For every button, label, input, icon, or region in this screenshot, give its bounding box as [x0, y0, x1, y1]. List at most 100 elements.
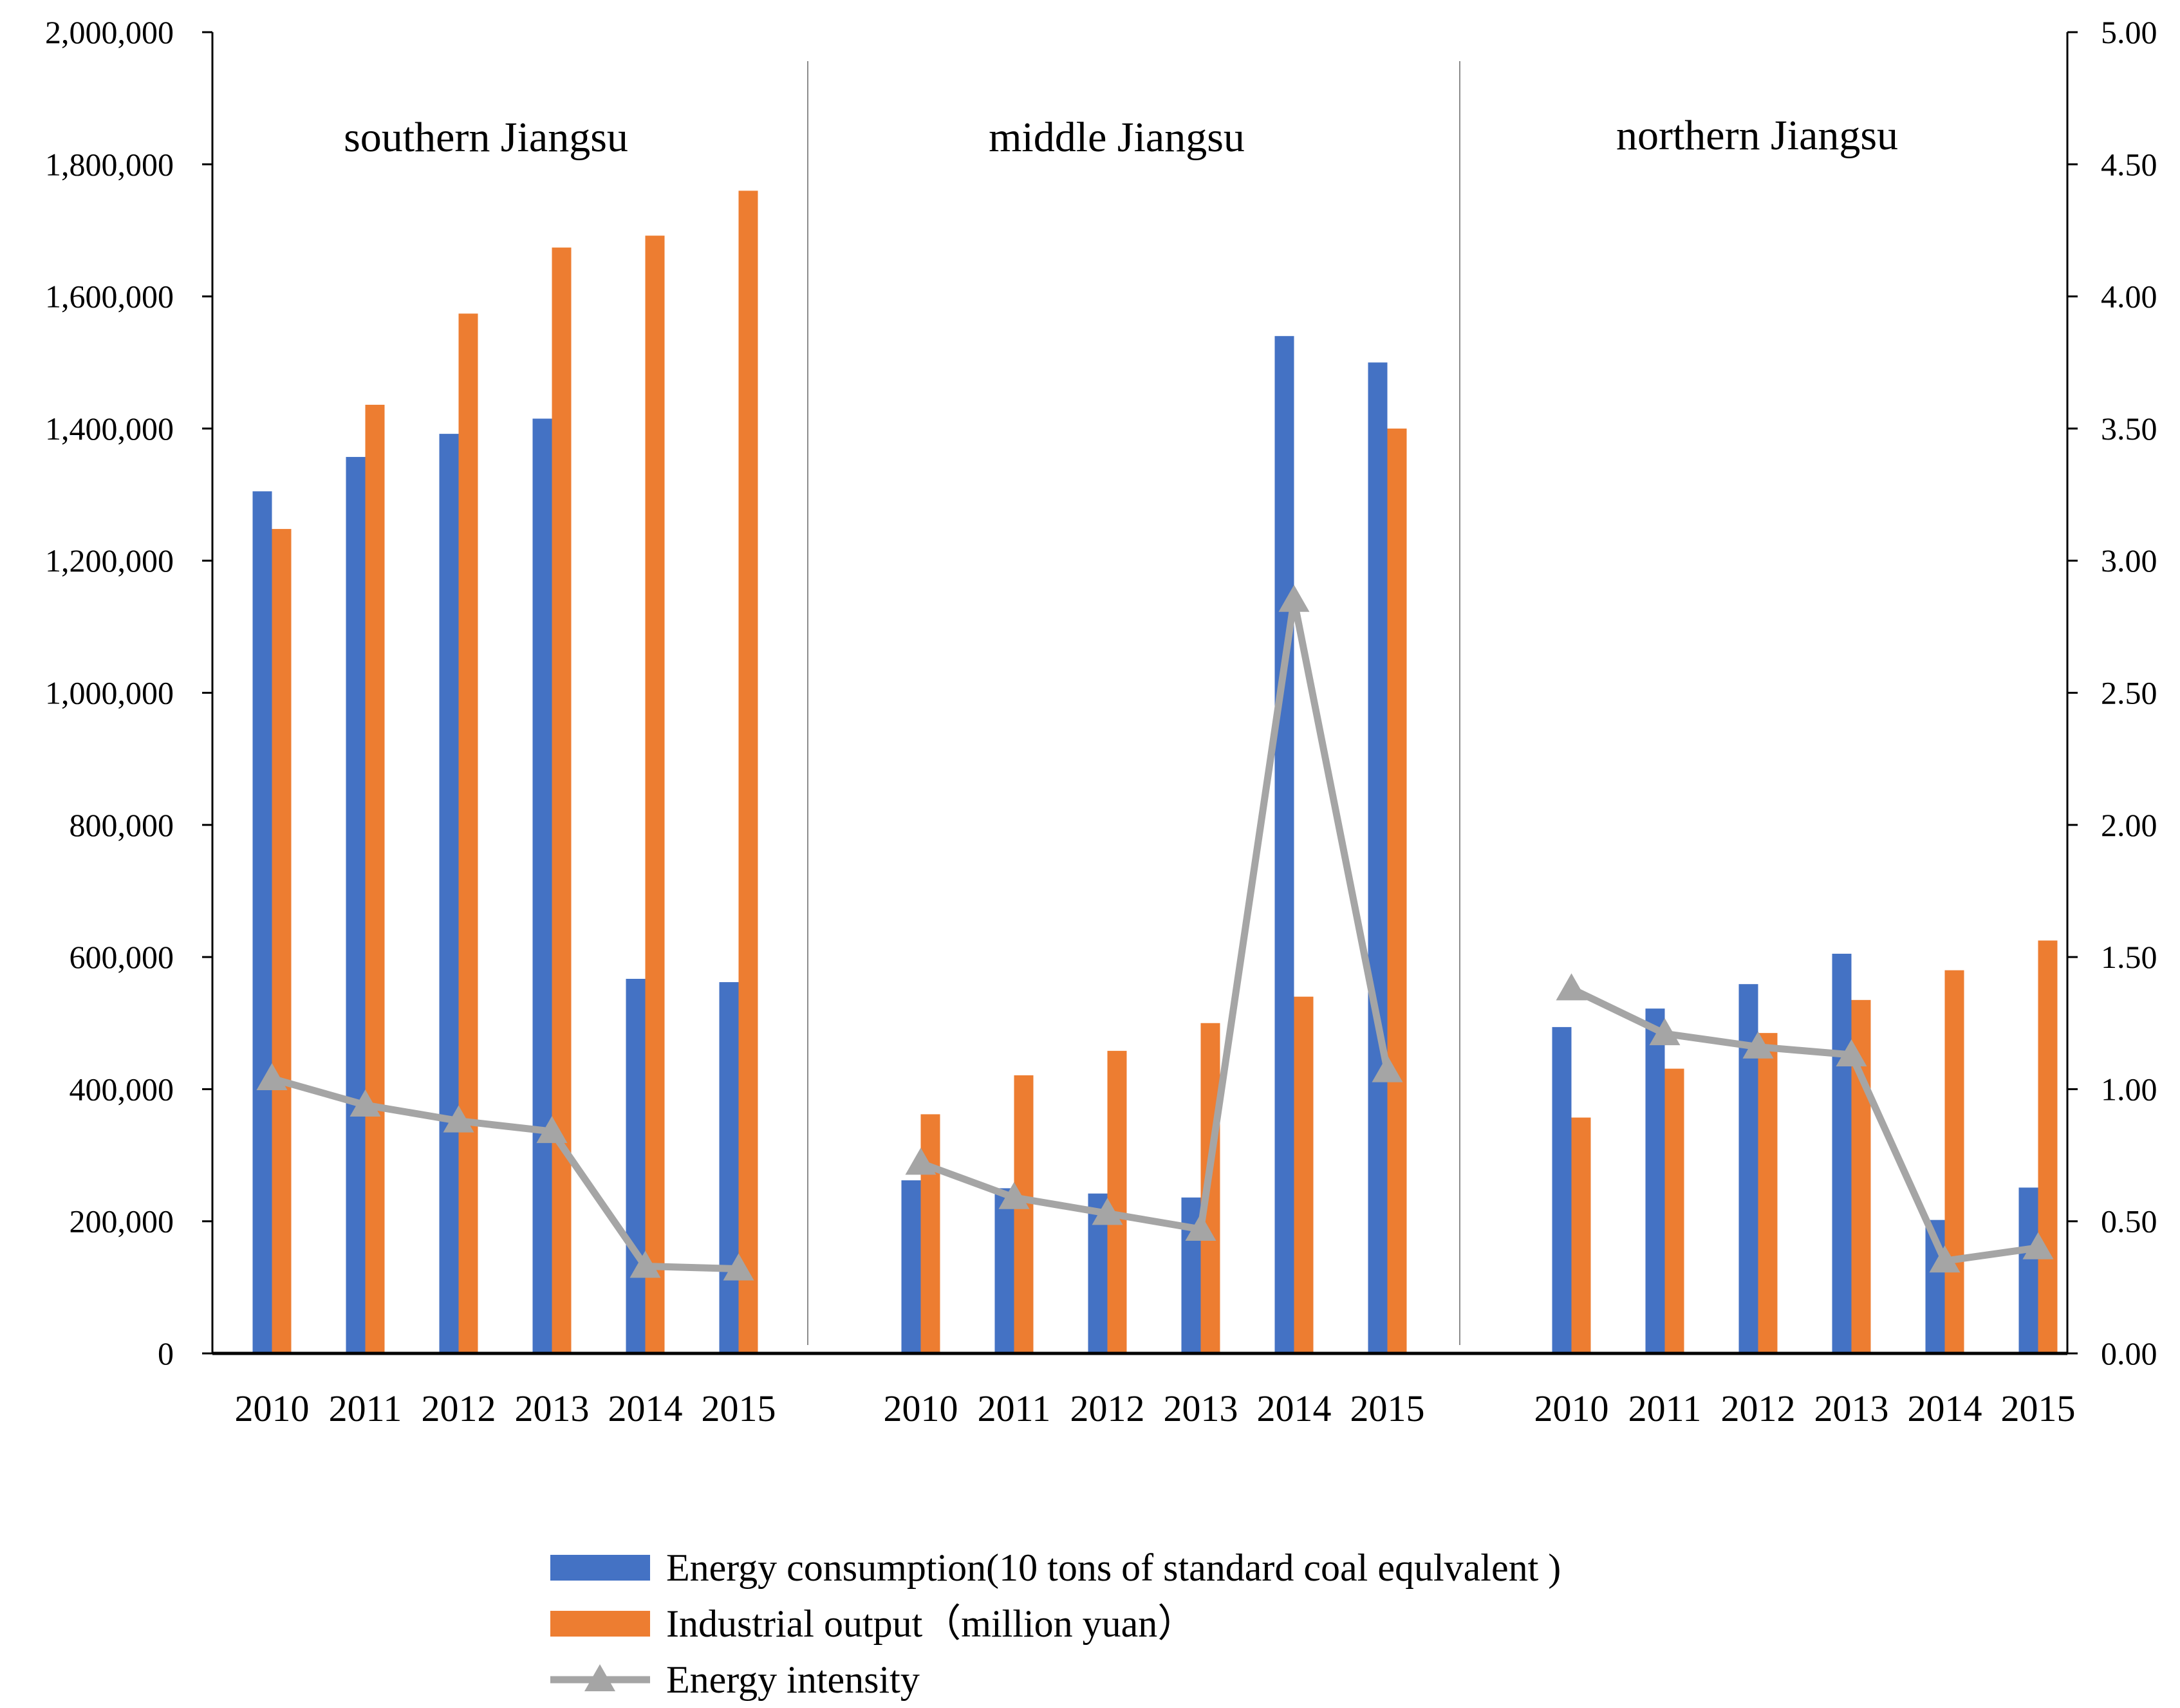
- y2-tick-label: 2.00: [2101, 807, 2157, 843]
- x-tick-label: 2010: [235, 1388, 310, 1429]
- x-tick-label: 2013: [515, 1388, 590, 1429]
- energy-intensity-marker: [629, 1250, 661, 1278]
- region-label: northern Jiangsu: [1616, 112, 1898, 159]
- energy-consumption-bar: [719, 982, 739, 1353]
- industrial-output-bar: [272, 528, 292, 1353]
- x-tick-label: 2010: [1534, 1388, 1609, 1429]
- region-label: southern Jiangsu: [344, 114, 628, 161]
- y2-tick-label: 4.50: [2101, 146, 2157, 182]
- energy-consumption-bar: [994, 1188, 1014, 1353]
- energy-intensity-marker: [1742, 1031, 1774, 1059]
- energy-consumption-bar: [1368, 362, 1388, 1353]
- energy-consumption-bar: [532, 418, 552, 1354]
- region-label: middle Jiangsu: [989, 114, 1245, 161]
- x-tick-label: 2015: [2001, 1388, 2076, 1429]
- x-tick-label: 2010: [884, 1388, 958, 1429]
- legend-layer: Energy consumption(10 tons of standard c…: [550, 1546, 1561, 1701]
- y2-tick-label: 3.00: [2101, 543, 2157, 579]
- x-tick-label: 2014: [608, 1388, 683, 1429]
- energy-consumption-bar: [626, 978, 646, 1353]
- x-tick-label: 2011: [1628, 1388, 1702, 1429]
- y2-tick-label: 3.50: [2101, 411, 2157, 447]
- y-tick-label: 1,200,000: [45, 543, 174, 579]
- y-tick-label: 1,600,000: [45, 279, 174, 315]
- energy-intensity-marker: [1092, 1198, 1123, 1225]
- x-tick-label: 2011: [329, 1388, 402, 1429]
- legend-label: Industrial output（million yuan）: [666, 1602, 1196, 1645]
- industrial-output-bar: [1664, 1068, 1684, 1353]
- industrial-output-bar: [552, 247, 572, 1353]
- y2-tick-label: 0.00: [2101, 1335, 2157, 1371]
- industrial-output-bar: [738, 190, 758, 1353]
- x-tick-label: 2012: [1070, 1388, 1145, 1429]
- energy-intensity-marker: [723, 1253, 754, 1281]
- y2-tick-label: 4.00: [2101, 279, 2157, 315]
- energy-intensity-line: [1570, 985, 2039, 1265]
- y-tick-label: 2,000,000: [45, 14, 174, 50]
- axes-layer: [202, 31, 2078, 1355]
- energy-intensity-marker: [256, 1063, 288, 1090]
- energy-intensity-marker: [1649, 1018, 1681, 1046]
- industrial-output-bar: [458, 313, 478, 1353]
- x-tick-label: 2011: [978, 1388, 1051, 1429]
- y-tick-label: 400,000: [70, 1071, 174, 1107]
- industrial-output-bar: [1294, 996, 1314, 1353]
- x-tick-label: 2014: [1908, 1388, 1982, 1429]
- energy-intensity-marker: [536, 1116, 568, 1144]
- industrial-output-bar: [1944, 970, 1964, 1353]
- y-tick-label: 1,800,000: [45, 146, 174, 182]
- y2-tick-label: 1.50: [2101, 939, 2157, 975]
- x-tick-label: 2015: [1350, 1388, 1425, 1429]
- industrial-output-bar: [920, 1114, 940, 1353]
- y2-tick-label: 0.50: [2101, 1203, 2157, 1239]
- energy-intensity-marker: [1278, 584, 1310, 612]
- energy-intensity-marker: [1929, 1245, 1961, 1273]
- energy-intensity-marker: [349, 1090, 381, 1117]
- energy-consumption-bar: [1274, 336, 1294, 1354]
- y-tick-label: 600,000: [70, 939, 174, 975]
- legend-swatch-marker: [584, 1664, 615, 1691]
- energy-consumption-bar: [346, 457, 366, 1353]
- energy-intensity-marker: [998, 1182, 1030, 1209]
- industrial-output-bar: [2038, 940, 2058, 1353]
- industrial-output-bar: [1758, 1033, 1778, 1353]
- legend-swatch-energy_consumption: [550, 1555, 650, 1581]
- bars-layer: [252, 190, 2058, 1354]
- y2-tick-label: 1.00: [2101, 1071, 2157, 1107]
- industrial-output-bar: [1387, 428, 1407, 1353]
- y2-tick-label: 5.00: [2101, 14, 2157, 50]
- energy-consumption-bar: [1552, 1026, 1572, 1353]
- legend-label: Energy intensity: [666, 1658, 920, 1701]
- energy-intensity-marker: [443, 1105, 474, 1133]
- x-tick-label: 2013: [1814, 1388, 1889, 1429]
- y-tick-label: 0: [158, 1335, 174, 1371]
- y-tick-label: 1,000,000: [45, 675, 174, 711]
- labels-layer: 0 200,000 400,000 600,000 800,000 1,000,000 1,…: [45, 14, 2157, 1429]
- energy-intensity-marker: [2022, 1232, 2054, 1259]
- energy-consumption-bar: [2018, 1187, 2038, 1353]
- industrial-output-bar: [645, 236, 665, 1353]
- y-tick-label: 200,000: [70, 1203, 174, 1239]
- energy-consumption-bar: [1832, 953, 1852, 1353]
- energy-intensity-marker: [1185, 1214, 1216, 1241]
- legend-label: Energy consumption(10 tons of standard c…: [666, 1546, 1561, 1589]
- y-tick-label: 1,400,000: [45, 411, 174, 447]
- y-tick-label: 800,000: [70, 807, 174, 843]
- energy-intensity-line: [271, 1075, 739, 1273]
- x-tick-label: 2013: [1164, 1388, 1238, 1429]
- y2-tick-label: 2.50: [2101, 675, 2157, 711]
- x-tick-label: 2014: [1257, 1388, 1332, 1429]
- grid-layer: [807, 61, 1460, 1345]
- energy-consumption-bar: [901, 1180, 921, 1353]
- legend-swatch-industrial_output: [550, 1611, 650, 1637]
- energy-intensity-line: [919, 597, 1391, 1233]
- energy-intensity-marker: [1556, 973, 1587, 1001]
- energy-consumption-bar: [1645, 1008, 1665, 1353]
- x-tick-label: 2015: [702, 1388, 776, 1429]
- industrial-output-bar: [1107, 1050, 1127, 1353]
- x-tick-label: 2012: [1721, 1388, 1796, 1429]
- lines-layer: [256, 584, 2054, 1281]
- energy-intensity-marker: [1836, 1039, 1867, 1067]
